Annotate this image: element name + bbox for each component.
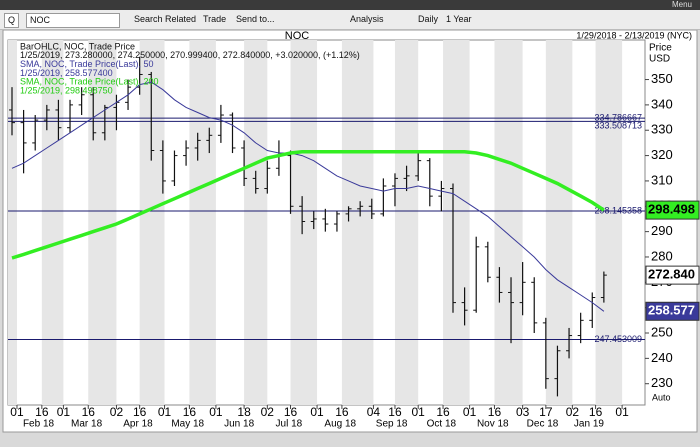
legend-entry: BarOHLC, NOC, Trade Price <box>20 41 135 51</box>
month-label: Mar 18 <box>71 419 103 430</box>
last-value-label: 272.840 <box>648 267 695 282</box>
month-label: May 18 <box>171 419 204 430</box>
band <box>189 40 216 405</box>
x-tick-label: 04 <box>367 405 381 419</box>
y-tick-label: 230 <box>651 375 673 390</box>
legend-entry: 1/25/2019, 258.577400 <box>20 68 113 78</box>
toolbar-button[interactable]: 1 Year <box>446 14 472 24</box>
band <box>139 40 165 405</box>
toolbar-button[interactable]: Related <box>165 14 197 24</box>
ref-line-label: 247.453009 <box>594 334 642 344</box>
toolbar-button[interactable]: Send to... <box>236 14 275 24</box>
band <box>290 40 318 405</box>
ref-line-label: 334.786667 <box>594 112 642 122</box>
month-label: Aug 18 <box>324 419 356 430</box>
ref-line-label: 333.508713 <box>594 121 642 131</box>
y-tick-label: 350 <box>651 71 673 86</box>
x-tick-label: 16 <box>284 405 298 419</box>
chart-title: NOC <box>285 30 310 42</box>
x-tick-label: 01 <box>57 405 71 419</box>
month-label: Oct 18 <box>427 419 457 430</box>
menu[interactable]: Menu <box>671 0 692 9</box>
y-tick-label: 290 <box>651 223 673 238</box>
toolbar-button[interactable]: Analysis <box>350 14 384 24</box>
x-tick-label: 16 <box>589 405 603 419</box>
x-tick-label: 01 <box>158 405 172 419</box>
y-tick-label: 250 <box>651 324 673 339</box>
x-tick-label: 17 <box>539 405 553 419</box>
band <box>394 40 419 405</box>
band <box>595 40 623 405</box>
x-tick-label: 01 <box>10 405 24 419</box>
x-tick-label: 16 <box>335 405 349 419</box>
y-tick-label: 310 <box>651 172 673 187</box>
month-label: Nov 18 <box>477 419 509 430</box>
last-value-box <box>645 200 700 220</box>
x-tick-label: 16 <box>388 405 402 419</box>
x-tick-label: 16 <box>436 405 450 419</box>
x-tick-label: 01 <box>310 405 324 419</box>
ref-line-label: 298.145358 <box>594 205 642 215</box>
month-label: Feb 18 <box>23 419 55 430</box>
sma-line <box>11 150 605 260</box>
x-tick-label: 02 <box>110 405 124 419</box>
band <box>545 40 573 405</box>
x-tick-label: 18 <box>237 405 251 419</box>
toolbar-button[interactable]: Daily <box>418 14 439 24</box>
band <box>494 40 523 405</box>
toolbar: Q NOC Search Related Trade Send to... An… <box>0 10 700 30</box>
x-tick-label: 02 <box>566 405 580 419</box>
legend-entry: 1/25/2019, 298.498750 <box>20 85 113 95</box>
y-axis-label: Price <box>649 43 672 54</box>
y-tick-label: 340 <box>651 96 673 111</box>
toolbar-button[interactable]: Trade <box>203 14 227 24</box>
x-tick-label: 16 <box>183 405 197 419</box>
sma-line <box>11 81 605 312</box>
month-label: Apr 18 <box>123 419 153 430</box>
legend-entry: SMA, NOC, Trade Price(Last), 200 <box>20 77 159 87</box>
last-value-box <box>645 301 700 321</box>
month-label: Jan 19 <box>574 419 604 430</box>
x-tick-label: 16 <box>488 405 502 419</box>
last-value-label: 298.498 <box>648 202 695 217</box>
y-axis-label: USD <box>649 54 670 65</box>
y-tick-label: 280 <box>651 248 673 263</box>
title-bar: Menu <box>0 0 700 10</box>
band <box>244 40 268 405</box>
month-label: Dec 18 <box>527 419 559 430</box>
x-tick-label: 01 <box>412 405 426 419</box>
symbol-prefix[interactable]: Q <box>4 13 20 28</box>
x-tick-label: 03 <box>516 405 530 419</box>
x-tick-label: 16 <box>133 405 147 419</box>
auto-button[interactable]: Auto <box>652 392 671 402</box>
last-value-label: 258.577 <box>648 303 695 318</box>
date-range: 1/29/2018 - 2/13/2019 (NYC) <box>576 30 692 40</box>
month-label: Jun 18 <box>224 419 254 430</box>
legend-entry: 1/25/2019, 273.280000, 274.250000, 270.9… <box>20 50 360 60</box>
last-value-box <box>645 265 700 285</box>
x-tick-label: 01 <box>209 405 223 419</box>
legend-entry: SMA, NOC, Trade Price(Last), 50 <box>20 59 154 69</box>
month-label: Jul 18 <box>276 419 303 430</box>
y-tick-label: 330 <box>651 122 673 137</box>
y-tick-label: 240 <box>651 350 673 365</box>
x-tick-label: 02 <box>261 405 275 419</box>
band <box>443 40 470 405</box>
toolbar-button[interactable]: Search <box>134 14 163 24</box>
band <box>341 40 374 405</box>
y-tick-label: 320 <box>651 147 673 162</box>
symbol-input[interactable]: NOC <box>26 13 120 28</box>
x-tick-label: 16 <box>82 405 96 419</box>
band <box>8 40 17 405</box>
x-tick-label: 01 <box>615 405 629 419</box>
month-label: Sep 18 <box>376 419 408 430</box>
x-tick-label: 16 <box>35 405 49 419</box>
x-tick-label: 01 <box>463 405 477 419</box>
